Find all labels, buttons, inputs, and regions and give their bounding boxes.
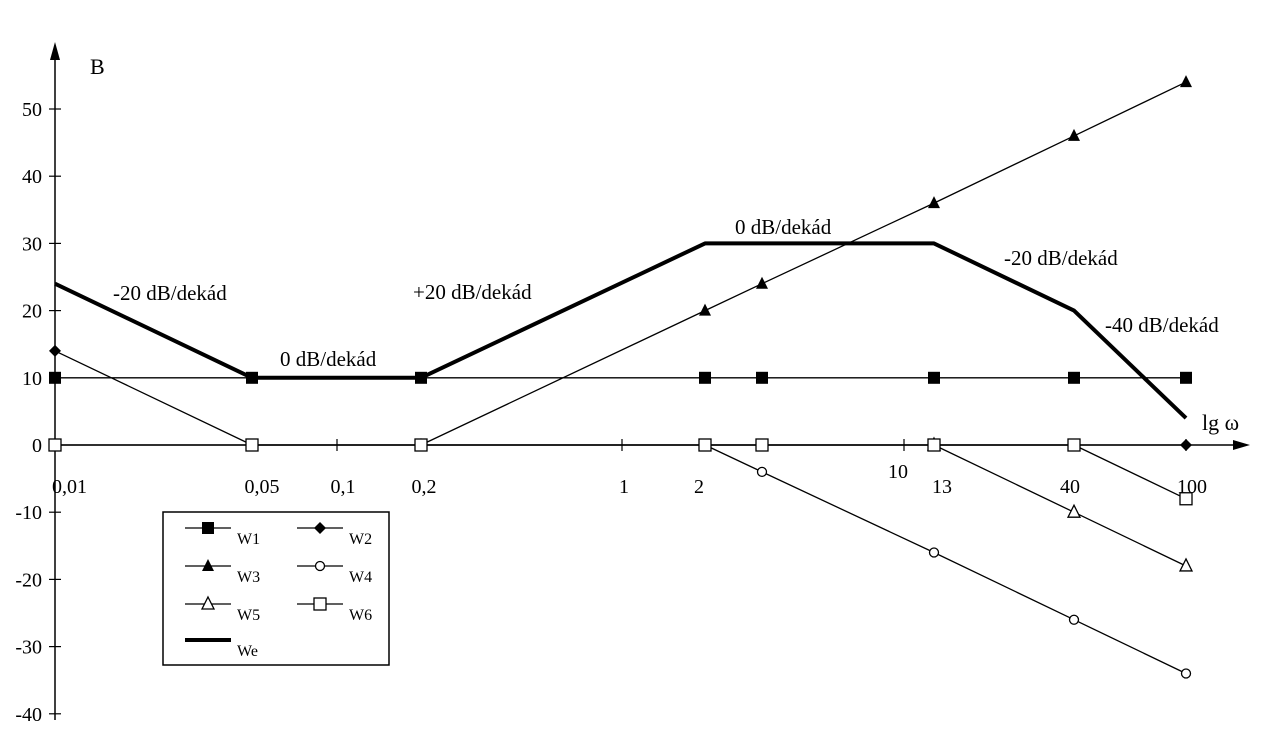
y-tick-label: 0 xyxy=(32,435,42,457)
slope-annotation: 0 dB/dekád xyxy=(735,215,832,239)
x-axis-label: lg ω xyxy=(1202,410,1239,435)
y-tick-label: 10 xyxy=(22,368,42,390)
x-tick-label: 0,05 xyxy=(245,476,280,498)
slope-annotation: -20 dB/dekád xyxy=(1004,246,1118,270)
legend-marker-w3 xyxy=(202,559,214,571)
data-point-w1 xyxy=(928,371,940,384)
data-point-w1 xyxy=(49,371,61,384)
data-point-w1 xyxy=(246,371,258,384)
x-tick-label: 0,2 xyxy=(412,476,437,498)
data-point-w6 xyxy=(1179,492,1193,506)
data-point-w4 xyxy=(1180,668,1192,679)
legend-marker-w1 xyxy=(202,522,214,534)
y-axis-label: B xyxy=(90,54,105,79)
data-point-w3 xyxy=(756,276,768,289)
x-tick-label: 40 xyxy=(1060,476,1080,498)
legend-label-we: We xyxy=(237,643,258,660)
slope-annotation: -40 dB/dekád xyxy=(1105,313,1219,337)
data-point-w6 xyxy=(927,438,941,452)
x-tick-label: 10 xyxy=(888,461,908,483)
legend-marker-w6 xyxy=(313,597,327,611)
data-point-w6 xyxy=(698,438,712,452)
data-point-w6 xyxy=(48,438,62,452)
ticks: 50 40 30 20 10 0 -10 -20 -30 -40 0,01 0,05 0,1 0,2 1 2 1… xyxy=(15,99,1207,726)
y-tick-label: 20 xyxy=(22,301,42,323)
data-point-w3 xyxy=(699,303,711,316)
y-tick-label: 50 xyxy=(22,99,42,121)
series-markers xyxy=(48,75,1194,679)
legend-marker-w4 xyxy=(314,560,326,572)
series-line-w5 xyxy=(933,444,1187,567)
x-tick-label: 0,1 xyxy=(331,476,356,498)
data-point-w1 xyxy=(1068,371,1080,384)
x-tick-label: 13 xyxy=(932,476,952,498)
y-tick-label: -20 xyxy=(15,569,42,591)
legend-label-w6: W6 xyxy=(349,607,372,624)
data-point-w3 xyxy=(1068,128,1080,141)
y-tick-label: 30 xyxy=(22,233,42,255)
data-point-w6 xyxy=(414,438,428,452)
data-point-w1 xyxy=(415,371,427,384)
x-tick-label: 1 xyxy=(619,476,629,498)
legend-label-w1: W1 xyxy=(237,531,260,548)
slope-annotation: +20 dB/dekád xyxy=(413,280,532,304)
y-axis-arrow xyxy=(50,42,60,60)
legend: W1 W2 W3 W4 W5 W6 We xyxy=(162,511,390,666)
data-point-w6 xyxy=(1067,438,1081,452)
data-point-w4 xyxy=(928,547,940,558)
data-point-w1 xyxy=(1180,371,1192,384)
data-point-w5 xyxy=(1178,557,1194,572)
data-point-w3 xyxy=(1180,75,1192,88)
y-tick-label: -40 xyxy=(15,704,42,726)
data-point-w5 xyxy=(1066,503,1082,518)
annotations: -20 dB/dekád 0 dB/dekád +20 dB/dekád 0 dB/d… xyxy=(113,215,1219,371)
legend-label-w2: W2 xyxy=(349,531,372,548)
data-point-w4 xyxy=(1068,614,1080,625)
data-point-w3 xyxy=(928,196,940,209)
x-axis-arrow xyxy=(1233,440,1250,450)
data-point-w1 xyxy=(756,371,768,384)
x-tick-label: 2 xyxy=(694,476,704,498)
slope-annotation: 0 dB/dekád xyxy=(280,347,377,371)
x-tick-label: 0,01 xyxy=(52,476,87,498)
y-tick-label: -10 xyxy=(15,502,42,524)
data-point-w4 xyxy=(756,466,768,478)
data-point-w2 xyxy=(1180,439,1192,451)
legend-label-w3: W3 xyxy=(237,569,260,586)
y-tick-label: 40 xyxy=(22,166,42,188)
y-tick-label: -30 xyxy=(15,637,42,659)
legend-marker-w2 xyxy=(314,522,326,534)
legend-marker-w5 xyxy=(200,595,216,610)
data-point-w6 xyxy=(245,438,259,452)
legend-label-w4: W4 xyxy=(349,569,372,586)
legend-label-w5: W5 xyxy=(237,607,260,624)
data-point-w6 xyxy=(755,438,769,452)
slope-annotation: -20 dB/dekád xyxy=(113,281,227,305)
data-point-w1 xyxy=(699,371,711,384)
data-point-w2 xyxy=(49,344,61,357)
